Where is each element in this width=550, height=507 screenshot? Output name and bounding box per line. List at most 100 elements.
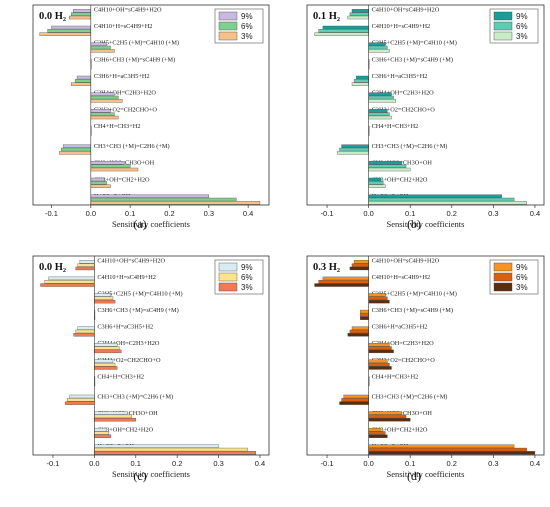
reaction-label: CH4+H=CH3+H2 <box>372 373 419 380</box>
reaction-label: CH4+H=CH3+H2 <box>94 123 141 130</box>
bar-9pct <box>368 359 388 364</box>
reaction-label: C2H5+C2H5 (+M)=C4H10 (+M) <box>372 290 457 297</box>
bar-9pct <box>343 394 369 399</box>
bar-9pct <box>94 411 128 415</box>
bar-3pct <box>39 32 91 36</box>
x-tick-label: -0.1 <box>45 209 58 218</box>
bar-3pct <box>351 82 369 86</box>
bar-6pct <box>318 280 369 284</box>
legend-swatch <box>218 21 238 31</box>
x-tick-label: 0.3 <box>204 209 214 218</box>
bar-9pct <box>368 161 403 165</box>
bar-9pct <box>77 326 95 330</box>
bar-9pct <box>90 177 105 182</box>
bar-3pct <box>70 82 91 86</box>
x-axis-label: Sensitivity coefficients <box>387 469 465 479</box>
x-tick-label: 0.3 <box>488 209 498 218</box>
legend-label: 6% <box>516 22 528 31</box>
bar-3pct <box>65 401 95 405</box>
bar-3pct <box>368 418 411 422</box>
bar-9pct <box>353 260 369 264</box>
legend-swatch <box>493 11 513 21</box>
bar-3pct <box>368 167 411 172</box>
bar-6pct <box>94 431 110 435</box>
x-tick-label: 0.1 <box>405 209 415 218</box>
bar-6pct <box>368 362 390 367</box>
reaction-label: C2H5+C2H5 (+M)=C4H10 (+M) <box>97 290 182 297</box>
bar-9pct <box>355 75 369 80</box>
bar-3pct <box>368 184 386 188</box>
bar-6pct <box>368 112 390 116</box>
bar-6pct <box>94 414 132 419</box>
bar-6pct <box>351 263 369 267</box>
bar-3pct <box>349 266 369 271</box>
x-tick-label: 0.0 <box>89 459 99 468</box>
reaction-label: C2H5+C2H5 (+M)=C4H10 (+M) <box>372 40 457 47</box>
reaction-label: CH3+OH=CH2+H2O <box>372 426 428 433</box>
bar-9pct <box>351 9 369 13</box>
reaction-label: C3H6+H=aC3H5+H2 <box>372 73 428 80</box>
bar-6pct <box>368 95 394 100</box>
chart-panel-a: C4H10+OH=sC4H9+H2O C4H10+H=sC4H9+H2 C2H5+C… <box>32 4 270 231</box>
bar-3pct <box>368 99 396 103</box>
reaction-label: C4H10+H=sC4H9+H2 <box>372 23 431 30</box>
reaction-label: C3H6+CH3 (+M)=sC4H9 (+M) <box>372 307 453 314</box>
chart-panel-d: C4H10+OH=sC4H9+H2O C4H10+H=sC4H9+H2 C2H5+C… <box>306 255 545 483</box>
bar-9pct <box>368 177 382 182</box>
bar-3pct <box>90 99 123 103</box>
chart-panel-b: C4H10+OH=sC4H9+H2O C4H10+H=sC4H9+H2 C2H5+C… <box>306 4 545 231</box>
bar-6pct <box>61 147 91 152</box>
reaction-label: C4H10+OH=sC4H9+H2O <box>372 6 440 13</box>
bar-9pct <box>368 42 386 46</box>
bar-6pct <box>353 79 369 83</box>
bar-6pct <box>70 12 91 16</box>
bar-9pct <box>341 144 369 148</box>
bar-3pct <box>368 349 394 354</box>
bar-6pct <box>94 296 114 300</box>
bar-3pct <box>59 151 91 155</box>
bar-6pct <box>368 197 515 202</box>
bar-6pct <box>349 329 369 334</box>
legend-label: 3% <box>241 32 253 41</box>
bar-3pct <box>368 434 388 438</box>
legend-label: 9% <box>241 12 253 21</box>
bar-9pct <box>94 359 114 364</box>
bar-6pct <box>368 181 384 185</box>
bar-9pct <box>322 25 369 30</box>
legend-swatch <box>493 21 513 31</box>
bar-6pct <box>90 45 111 50</box>
legend-swatch <box>218 272 238 282</box>
chart-panel-c: C4H10+OH=sC4H9+H2O C4H10+H=sC4H9+H2 C2H5+C… <box>32 255 270 483</box>
legend-label: 3% <box>516 283 528 292</box>
bar-9pct <box>368 427 382 432</box>
reaction-label: C3H6+H=aC3H5+H2 <box>97 324 153 331</box>
panel-title: 0.3 H₂ <box>313 262 340 273</box>
bar-9pct <box>351 326 369 330</box>
reaction-label: C2H4+OH=C2H3+H2O <box>372 90 435 97</box>
bar-3pct <box>368 366 392 370</box>
reaction-label: CH3+OH=CH2+H2O <box>372 176 428 183</box>
bar-9pct <box>94 444 219 448</box>
x-tick-label: 0.2 <box>447 459 457 468</box>
panel-title: 0.0 H₂ <box>39 262 66 273</box>
bar-9pct <box>368 411 403 415</box>
bar-3pct <box>94 366 118 370</box>
bar-6pct <box>44 280 95 284</box>
bar-3pct <box>368 115 392 120</box>
bar-3pct <box>69 15 91 20</box>
bar-3pct <box>368 201 527 205</box>
plot-frame <box>306 4 545 206</box>
bar-9pct <box>72 9 91 13</box>
reaction-label: C4H10+OH=sC4H9+H2O <box>97 257 165 264</box>
bar-3pct <box>90 49 115 53</box>
bar-3pct <box>94 299 116 304</box>
legend-swatch <box>218 31 238 41</box>
x-axis-label: Sensitivity coefficients <box>112 469 190 479</box>
bar-9pct <box>368 343 390 347</box>
reaction-label: C2H5+C2H5 (+M)=C4H10 (+M) <box>94 40 179 47</box>
bar-3pct <box>90 167 139 172</box>
bar-9pct <box>63 144 91 148</box>
x-axis-label: Sensitivity coefficients <box>387 219 465 229</box>
bar-3pct <box>368 451 536 455</box>
